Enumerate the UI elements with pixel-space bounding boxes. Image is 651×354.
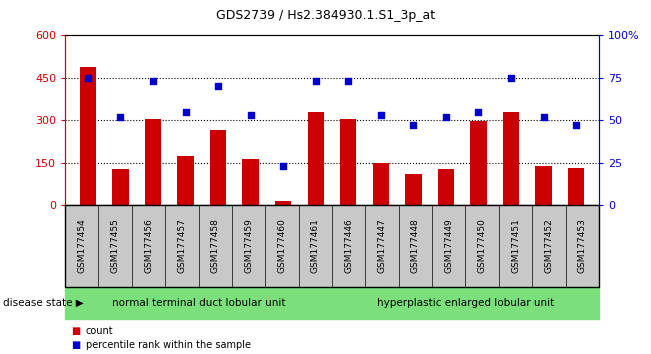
- Text: GSM177461: GSM177461: [311, 218, 320, 274]
- Bar: [177, 156, 194, 205]
- Text: GSM177450: GSM177450: [478, 218, 487, 274]
- Text: GSM177453: GSM177453: [577, 218, 587, 274]
- Point: [148, 79, 158, 84]
- Bar: [535, 166, 551, 205]
- Text: disease state ▶: disease state ▶: [3, 298, 84, 308]
- Bar: [79, 67, 96, 205]
- Point: [538, 114, 549, 120]
- Text: GDS2739 / Hs2.384930.1.S1_3p_at: GDS2739 / Hs2.384930.1.S1_3p_at: [216, 9, 435, 22]
- Text: GSM177458: GSM177458: [211, 218, 220, 274]
- Point: [311, 79, 321, 84]
- Point: [376, 113, 386, 118]
- Text: ■: ■: [72, 340, 81, 350]
- Point: [213, 84, 223, 89]
- Text: count: count: [86, 326, 113, 336]
- Bar: [307, 112, 324, 205]
- Point: [473, 109, 484, 115]
- Bar: [242, 159, 258, 205]
- Text: GSM177452: GSM177452: [544, 219, 553, 273]
- Point: [343, 79, 353, 84]
- Text: normal terminal duct lobular unit: normal terminal duct lobular unit: [112, 298, 285, 308]
- Bar: [275, 201, 292, 205]
- Bar: [405, 174, 421, 205]
- Text: GSM177459: GSM177459: [244, 218, 253, 274]
- Text: percentile rank within the sample: percentile rank within the sample: [86, 340, 251, 350]
- Text: ■: ■: [72, 326, 81, 336]
- Text: hyperplastic enlarged lobular unit: hyperplastic enlarged lobular unit: [377, 298, 554, 308]
- Point: [83, 75, 93, 81]
- Point: [571, 122, 581, 128]
- Bar: [437, 169, 454, 205]
- Point: [408, 122, 419, 128]
- Point: [245, 113, 256, 118]
- Bar: [503, 112, 519, 205]
- Bar: [210, 130, 227, 205]
- Point: [115, 114, 126, 120]
- Text: GSM177448: GSM177448: [411, 219, 420, 273]
- Point: [506, 75, 516, 81]
- Bar: [568, 168, 584, 205]
- Text: GSM177447: GSM177447: [378, 219, 387, 273]
- Bar: [372, 164, 389, 205]
- Text: GSM177449: GSM177449: [444, 219, 453, 273]
- Text: GSM177454: GSM177454: [77, 219, 87, 273]
- Point: [180, 109, 191, 115]
- Text: GSM177446: GSM177446: [344, 219, 353, 273]
- Point: [441, 114, 451, 120]
- Bar: [112, 169, 128, 205]
- Bar: [145, 119, 161, 205]
- Text: GSM177455: GSM177455: [111, 218, 120, 274]
- Point: [278, 164, 288, 169]
- Text: GSM177456: GSM177456: [144, 218, 153, 274]
- Bar: [470, 121, 486, 205]
- Text: GSM177460: GSM177460: [277, 218, 286, 274]
- Text: GSM177451: GSM177451: [511, 218, 520, 274]
- Text: GSM177457: GSM177457: [177, 218, 186, 274]
- Bar: [340, 119, 357, 205]
